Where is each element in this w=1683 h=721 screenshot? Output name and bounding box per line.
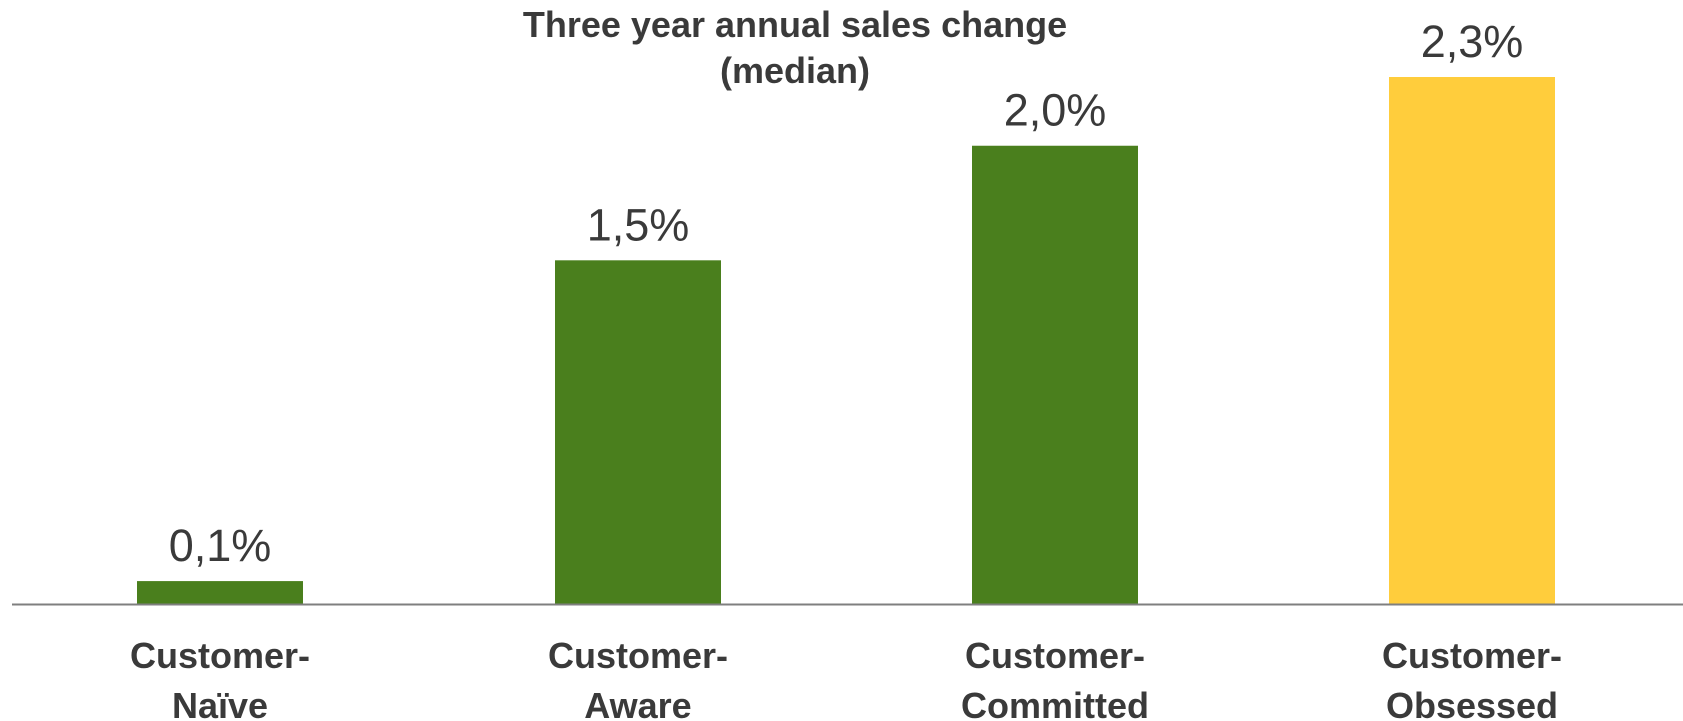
category-label-2-line-2: Aware <box>584 685 691 721</box>
bar-2 <box>555 260 721 604</box>
bar-4 <box>1389 77 1555 604</box>
category-label-1-line-1: Customer- <box>130 635 310 676</box>
category-label-1-line-2: Naïve <box>172 685 268 721</box>
data-label-1: 0,1% <box>169 520 272 571</box>
data-label-3: 2,0% <box>1004 85 1107 136</box>
category-label-4-line-1: Customer- <box>1382 635 1562 676</box>
category-label-3-line-2: Committed <box>961 685 1149 721</box>
category-label-3-line-1: Customer- <box>965 635 1145 676</box>
bar-3 <box>972 145 1138 604</box>
category-label-4-line-2: Obsessed <box>1386 685 1558 721</box>
chart-title: Three year annual sales change (median) <box>480 2 1110 94</box>
data-label-2: 1,5% <box>587 199 690 250</box>
chart-title-line-1: Three year annual sales change <box>522 4 1068 45</box>
bar-1 <box>137 581 303 604</box>
data-label-4: 2,3% <box>1421 16 1524 67</box>
chart-title-line-2: (median) <box>719 50 870 91</box>
category-label-2-line-1: Customer- <box>548 635 728 676</box>
